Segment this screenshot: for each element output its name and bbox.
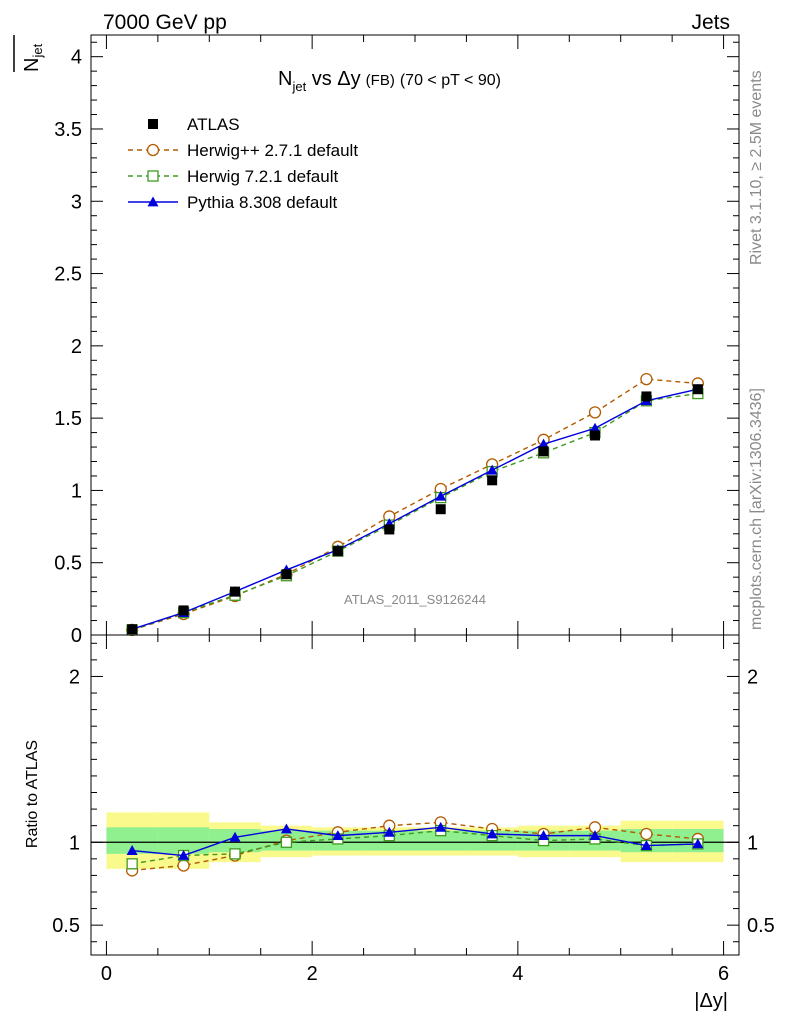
mcplots-label: mcplots.cern.ch [arXiv:1306.3436] bbox=[748, 388, 765, 630]
title-range: (70 < pT < 90) bbox=[400, 72, 501, 89]
main-y-tick-label: 3 bbox=[71, 191, 82, 213]
rivet-label: Rivet 3.1.10, ≥ 2.5M events bbox=[748, 70, 765, 265]
data-point bbox=[435, 504, 446, 515]
data-point bbox=[487, 475, 498, 486]
data-point bbox=[589, 422, 601, 433]
main-y-tick-label: 3.5 bbox=[54, 119, 82, 141]
ratio-y-tick-label-right: 0.5 bbox=[747, 915, 775, 937]
title-main: N bbox=[278, 68, 292, 90]
ratio-point bbox=[178, 850, 190, 860]
ratio-point bbox=[435, 821, 447, 832]
chart-title: Njet vs Δy (FB) (70 < pT < 90) bbox=[278, 68, 501, 94]
ratio-y-tick-label-right: 2 bbox=[747, 666, 758, 688]
ratio-plot-frame bbox=[90, 634, 740, 956]
legend-marker bbox=[148, 119, 158, 129]
header-right: Jets bbox=[691, 11, 730, 34]
ylabel-sub: jet bbox=[30, 43, 45, 58]
series-layer bbox=[125, 372, 705, 877]
ratio-point bbox=[126, 845, 138, 855]
data-point bbox=[384, 524, 395, 535]
legend-label: Pythia 8.308 default bbox=[187, 193, 338, 212]
data-point bbox=[127, 624, 138, 635]
x-axis-label: |Δy| bbox=[694, 990, 728, 1012]
data-point bbox=[332, 546, 343, 557]
main-y-tick-label: 0 bbox=[71, 625, 82, 647]
main-y-tick-label: 0.5 bbox=[54, 553, 82, 575]
series-line-main bbox=[131, 388, 699, 630]
main-y-tick-label: 2.5 bbox=[54, 264, 82, 286]
ratio-y-tick-label: 2 bbox=[69, 666, 80, 688]
data-point bbox=[281, 569, 292, 580]
data-point bbox=[588, 406, 602, 419]
title-small: (FB) bbox=[366, 72, 395, 89]
ratio-point bbox=[126, 858, 138, 870]
legend-marker bbox=[146, 143, 160, 157]
x-tick-label: 2 bbox=[307, 963, 318, 985]
svg-text:Njet: Njet bbox=[21, 43, 45, 72]
ratio-point bbox=[229, 848, 241, 860]
legend-marker bbox=[147, 170, 159, 182]
header-left: 7000 GeV pp bbox=[103, 11, 227, 34]
analysis-watermark: ATLAS_2011_S9126244 bbox=[344, 592, 486, 607]
main-y-tick-label: 4 bbox=[71, 47, 82, 69]
ratio-point bbox=[177, 859, 190, 872]
legend: ATLAS Herwig++ 2.7.1 default Herwig 7.2.1 … bbox=[128, 115, 358, 212]
data-point bbox=[641, 391, 652, 402]
data-point bbox=[486, 464, 498, 475]
data-point bbox=[178, 605, 189, 616]
x-tick-label: 4 bbox=[512, 963, 523, 985]
data-point bbox=[538, 438, 550, 449]
main-y-tick-label: 2 bbox=[71, 336, 82, 358]
data-point bbox=[692, 384, 703, 395]
data-point bbox=[640, 372, 653, 386]
series-atlas bbox=[127, 384, 703, 635]
ratio-point bbox=[383, 826, 395, 837]
main-y-tick-label: 1.5 bbox=[54, 408, 82, 430]
ratio-point bbox=[229, 831, 241, 842]
ratio-point bbox=[589, 830, 601, 841]
data-point bbox=[435, 490, 447, 501]
ratio-point bbox=[332, 830, 344, 841]
series-line-ratio bbox=[132, 829, 698, 865]
ratio-y-tick-label: 0.5 bbox=[52, 915, 80, 937]
main-y-tick-label: 1 bbox=[71, 480, 82, 502]
ratio-point bbox=[486, 828, 498, 839]
axis-ticks bbox=[91, 35, 739, 955]
ylabel-main: N bbox=[21, 58, 43, 72]
ratio-y-axis-label: Ratio to ATLAS bbox=[24, 740, 41, 848]
title-rest: vs Δy bbox=[306, 68, 360, 90]
ratio-point bbox=[280, 823, 292, 834]
ratio-point bbox=[692, 838, 704, 849]
x-tick-label: 6 bbox=[718, 963, 729, 985]
series-line-ratio bbox=[132, 826, 698, 857]
series-line-main bbox=[131, 392, 698, 631]
legend-label: Herwig 7.2.1 default bbox=[187, 167, 338, 186]
series-herwig-2-7-1-default bbox=[125, 372, 705, 877]
ratio-y-tick-label-right: 1 bbox=[747, 832, 758, 854]
band-inner-6 bbox=[415, 830, 467, 851]
data-point bbox=[230, 586, 240, 597]
legend-label: ATLAS bbox=[187, 115, 240, 134]
main-y-axis-label: Njet bbox=[13, 35, 45, 72]
data-point bbox=[590, 430, 600, 441]
ratio-point bbox=[280, 836, 293, 848]
title-sub: jet bbox=[291, 79, 306, 94]
ratio-y-tick-label: 1 bbox=[69, 832, 80, 854]
ratio-point bbox=[640, 840, 652, 850]
x-tick-label: 0 bbox=[101, 963, 112, 985]
series-line-ratio bbox=[132, 821, 698, 872]
ratio-point bbox=[640, 827, 653, 841]
axis-tick-labels: 0 0.5 1 1.5 2 2.5 3 3.5 4 0 2 4 6 0.5 0.5 1 1 2 2 bbox=[52, 47, 775, 985]
data-point bbox=[538, 446, 549, 457]
legend-label: Herwig++ 2.7.1 default bbox=[187, 141, 358, 160]
legend-marker bbox=[147, 196, 159, 207]
ratio-point bbox=[538, 830, 550, 841]
series-pythia-8-308-default bbox=[126, 383, 704, 860]
series-line-main bbox=[131, 378, 698, 631]
